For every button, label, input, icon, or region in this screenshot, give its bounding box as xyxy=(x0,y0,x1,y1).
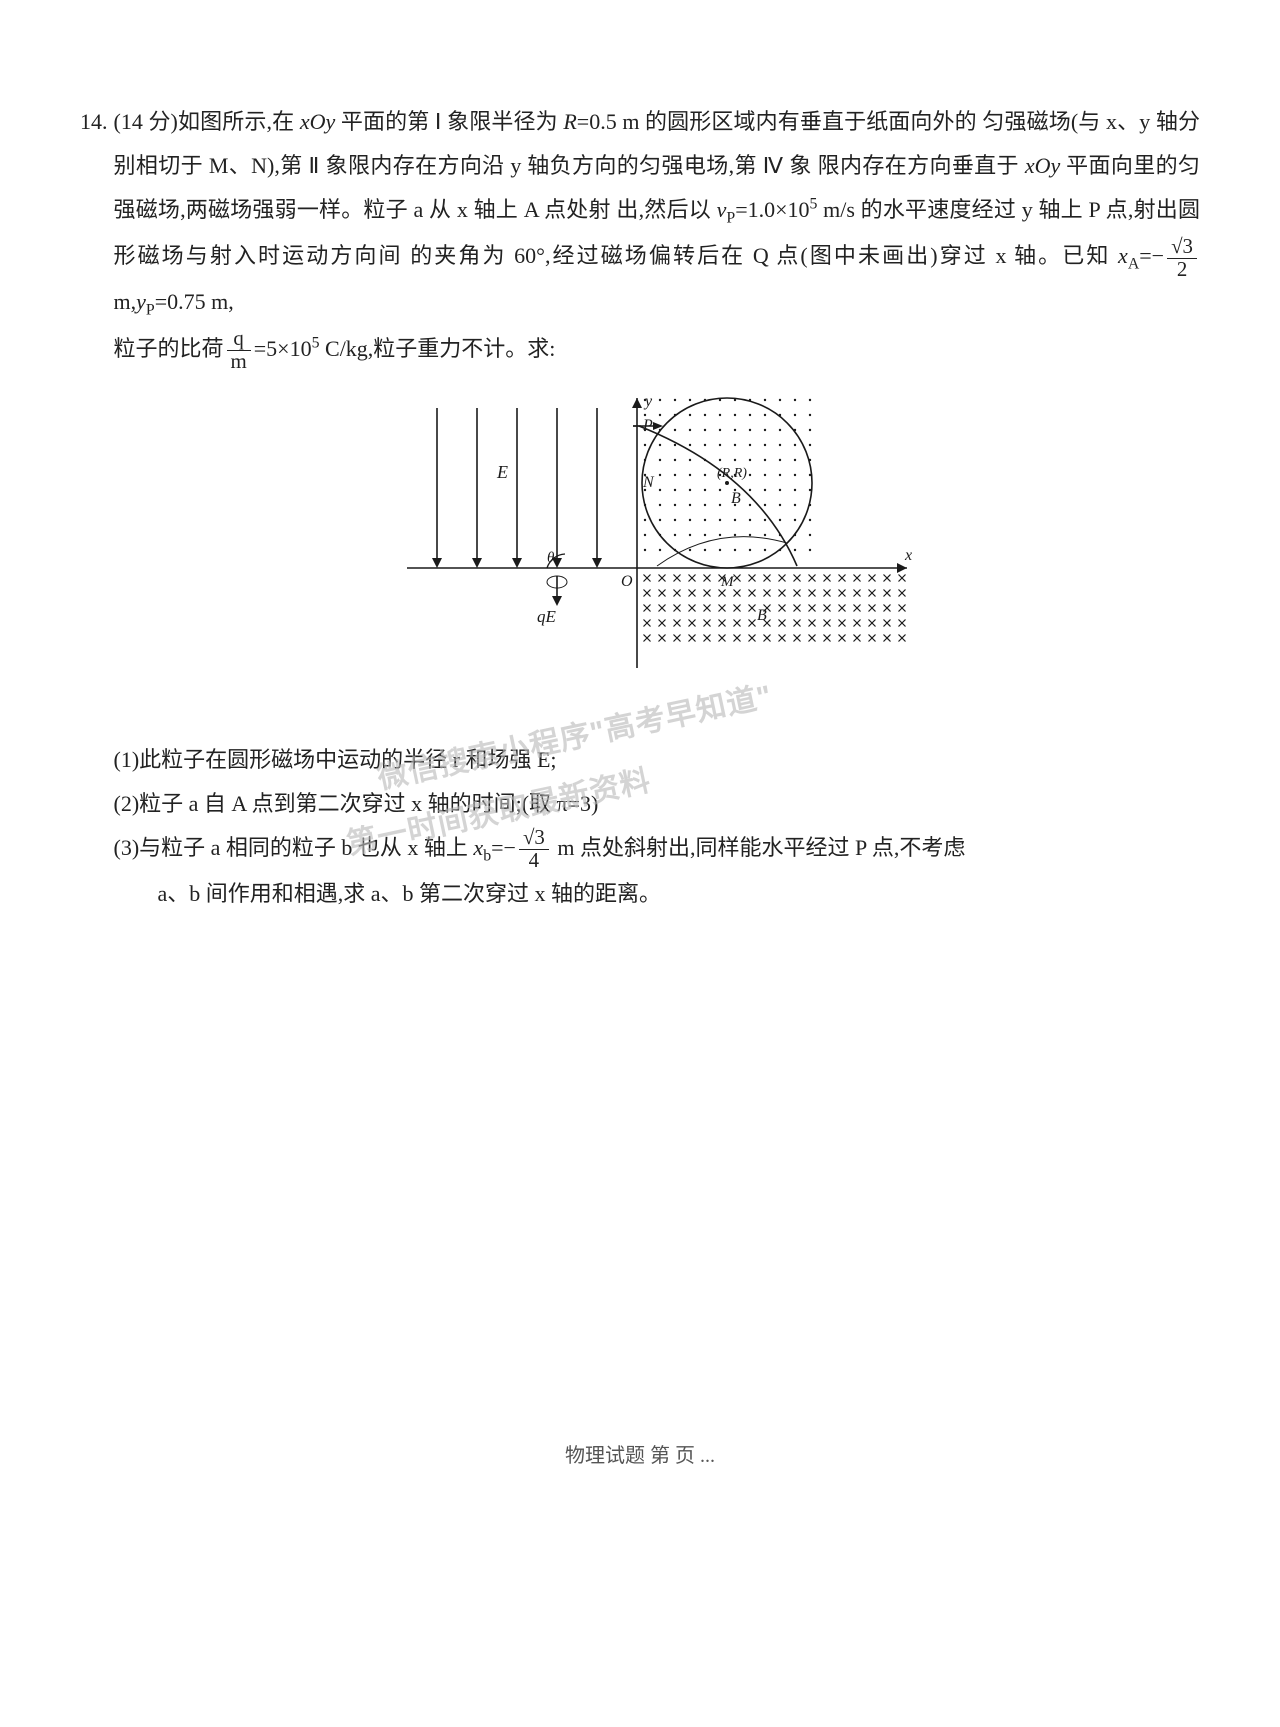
t: =− xyxy=(1139,243,1164,268)
t: =5×10 xyxy=(254,336,312,361)
var: x xyxy=(1118,243,1128,268)
denominator: 4 xyxy=(519,850,549,872)
fraction: √32 xyxy=(1167,236,1197,281)
svg-text:E: E xyxy=(496,462,508,482)
denominator: m xyxy=(227,351,251,373)
t: 粒子的比荷 xyxy=(114,336,224,361)
physics-diagram: xyOE(R,R)BPNMBθqE xyxy=(397,388,917,708)
sub-q2: (2)粒子 a 自 A 点到第二次穿过 x 轴的时间;(取 π=3) xyxy=(114,782,1201,826)
sub: P xyxy=(146,302,155,319)
sub: P xyxy=(726,209,735,226)
svg-text:M: M xyxy=(720,574,735,590)
fraction: √34 xyxy=(519,827,549,872)
sub-questions: (1)此粒子在圆形磁场中运动的半径 r 和场强 E; (2)粒子 a 自 A 点… xyxy=(114,738,1201,916)
t: 限内存在方向垂直于 xyxy=(818,153,1025,178)
var: x xyxy=(473,835,483,860)
svg-text:O: O xyxy=(621,573,633,590)
fraction: qm xyxy=(227,328,251,373)
problem-number: 14. xyxy=(80,100,114,916)
figure: xyOE(R,R)BPNMBθqE xyxy=(114,388,1201,723)
svg-text:B: B xyxy=(731,490,741,507)
svg-text:B: B xyxy=(757,607,767,624)
sub: A xyxy=(1128,255,1139,272)
var-xoy: xOy xyxy=(300,109,335,134)
problem-body: (14 分)如图所示,在 xOy 平面的第 Ⅰ 象限半径为 R=0.5 m 的圆… xyxy=(114,100,1201,916)
numerator: √3 xyxy=(519,827,549,850)
t: m 点处斜射出,同样能水平经过 P 点,不考虑 xyxy=(552,835,966,860)
svg-text:x: x xyxy=(904,547,912,564)
t: 如图所示,在 xyxy=(178,109,300,134)
sub: b xyxy=(483,847,491,864)
svg-text:(R,R): (R,R) xyxy=(717,466,747,481)
sub-q3-line2: a、b 间作用和相遇,求 a、b 第二次穿过 x 轴的距离。 xyxy=(114,872,1201,916)
t: =1.0×10 xyxy=(735,197,809,222)
t: 的夹角为 60°,经过磁场偏转后在 Q 点(图中未画出)穿过 x 轴。已知 xyxy=(410,243,1118,268)
var-xoy: xOy xyxy=(1025,153,1060,178)
numerator: q xyxy=(227,328,251,351)
t: =0.75 m, xyxy=(155,289,234,314)
var: y xyxy=(136,289,146,314)
problem-text: (14 分)如图所示,在 xOy 平面的第 Ⅰ 象限半径为 R=0.5 m 的圆… xyxy=(114,100,1201,327)
denominator: 2 xyxy=(1167,259,1197,281)
t: C/kg,粒子重力不计。求: xyxy=(320,336,556,361)
svg-text:θ: θ xyxy=(547,550,555,566)
t: 出,然后以 xyxy=(616,197,716,222)
t: m, xyxy=(114,289,137,314)
t: (3)与粒子 a 相同的粒子 b 也从 x 轴上 xyxy=(114,835,474,860)
problem-text-2: 粒子的比荷qm=5×105 C/kg,粒子重力不计。求: xyxy=(114,327,1201,373)
var-v: v xyxy=(717,197,727,222)
points: (14 分) xyxy=(114,109,178,134)
sub-q3: (3)与粒子 a 相同的粒子 b 也从 x 轴上 xb=−√34 m 点处斜射出… xyxy=(114,826,1201,872)
svg-text:N: N xyxy=(642,474,655,491)
svg-text:qE: qE xyxy=(537,607,557,626)
page-footer: 物理试题 第 页 ... xyxy=(80,1436,1200,1476)
t: =0.5 m 的圆形区域内有垂直于纸面向外的 xyxy=(577,109,977,134)
sup: 5 xyxy=(312,334,320,351)
t: =− xyxy=(491,835,516,860)
numerator: √3 xyxy=(1167,236,1197,259)
sub-q1: (1)此粒子在圆形磁场中运动的半径 r 和场强 E; xyxy=(114,738,1201,782)
t: 平面的第 Ⅰ 象限半径为 xyxy=(335,109,563,134)
var-R: R xyxy=(563,109,576,134)
problem-14: 14. (14 分)如图所示,在 xOy 平面的第 Ⅰ 象限半径为 R=0.5 … xyxy=(80,100,1200,916)
svg-text:y: y xyxy=(643,393,653,410)
